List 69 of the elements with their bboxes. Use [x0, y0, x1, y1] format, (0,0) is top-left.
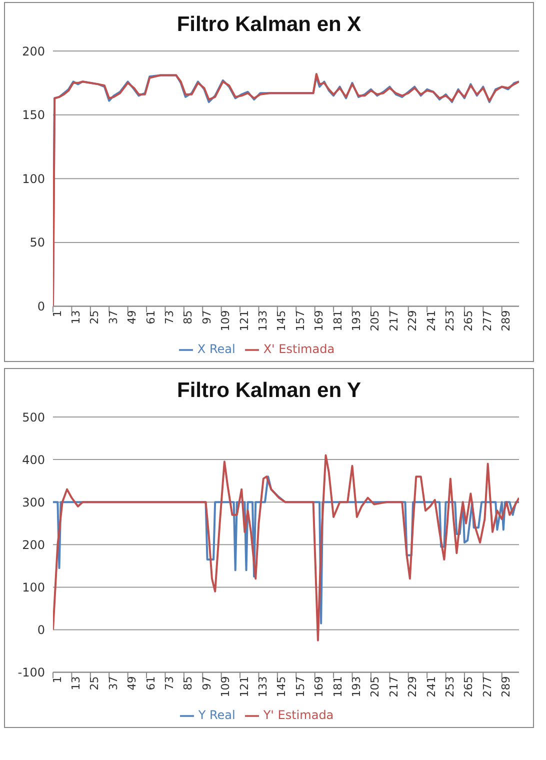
legend-label: X Real — [197, 342, 236, 356]
x-tick-label: 205 — [368, 676, 382, 698]
x-tick-label: 13 — [70, 310, 83, 324]
x-tick-label: 253 — [444, 310, 457, 332]
y-tick-label: -100 — [18, 666, 45, 680]
y-tick-label: 300 — [22, 495, 45, 510]
y-tick-label: 150 — [22, 108, 45, 122]
x-tick-label: 205 — [368, 310, 382, 332]
x-tick-label: 229 — [406, 310, 420, 332]
y-tick-label: 100 — [22, 172, 45, 186]
y-tick-label: 200 — [22, 44, 45, 58]
x-tick-label: 25 — [88, 310, 102, 324]
x-tick-label: 157 — [294, 310, 307, 332]
x-tick-label: 61 — [144, 310, 158, 324]
legend-label: Y Real — [198, 708, 236, 722]
x-tick-label: 289 — [500, 310, 513, 332]
x-tick-label: 217 — [387, 676, 400, 698]
x-tick-label: 181 — [331, 676, 344, 698]
x-tick-label: 25 — [88, 676, 102, 690]
x-tick-label: 1 — [50, 676, 64, 684]
x-tick-label: 13 — [70, 676, 83, 690]
x-tick-label: 37 — [106, 310, 120, 324]
x-tick-label: 121 — [238, 310, 251, 332]
x-tick-label: 157 — [294, 676, 307, 698]
x-tick-label: 277 — [480, 676, 494, 698]
x-tick-label: 169 — [312, 676, 326, 698]
x-tick-label: 229 — [406, 676, 420, 698]
x-tick-label: 61 — [144, 676, 158, 690]
x-tick-label: 241 — [424, 310, 438, 332]
legend-label: X' Estimada — [263, 342, 335, 356]
x-tick-label: 97 — [200, 310, 214, 324]
x-tick-label: 133 — [256, 310, 270, 332]
legend-label: Y' Estimada — [263, 708, 334, 722]
x-tick-label: 49 — [126, 310, 139, 324]
y-tick-label: 50 — [30, 236, 45, 250]
y-tick-label: 100 — [22, 580, 45, 594]
x-tick-label: 109 — [219, 310, 232, 332]
x-tick-label: 73 — [163, 676, 176, 690]
x-tick-label: 145 — [275, 676, 288, 698]
y-tick-label: 500 — [22, 410, 45, 424]
chart-title: Filtro Kalman en Y — [176, 378, 362, 404]
x-tick-label: 37 — [106, 676, 120, 690]
x-tick-label: 49 — [126, 676, 139, 690]
x-tick-label: 289 — [500, 676, 513, 698]
x-tick-label: 73 — [163, 310, 176, 324]
line-series — [53, 454, 519, 642]
x-tick-label: 241 — [424, 676, 438, 698]
x-tick-label: 265 — [462, 310, 476, 332]
x-tick-label: 133 — [256, 676, 270, 698]
x-tick-label: 169 — [312, 310, 326, 332]
x-tick-label: 277 — [480, 310, 494, 332]
y-tick-label: 0 — [37, 300, 45, 314]
x-tick-label: 193 — [350, 676, 364, 698]
y-tick-label: 200 — [22, 538, 45, 552]
x-tick-label: 193 — [350, 310, 364, 332]
x-tick-label: 181 — [331, 310, 344, 332]
x-tick-label: 145 — [275, 310, 288, 332]
x-tick-label: 265 — [462, 676, 476, 698]
y-tick-label: 0 — [37, 622, 45, 637]
x-tick-label: 85 — [182, 310, 195, 324]
x-tick-label: 1 — [50, 310, 64, 318]
chart-title: Filtro Kalman en X — [176, 12, 362, 38]
x-tick-label: 85 — [182, 676, 195, 690]
x-tick-label: 97 — [200, 676, 214, 690]
x-tick-label: 121 — [238, 676, 251, 698]
x-tick-label: 217 — [387, 310, 400, 332]
x-tick-label: 109 — [219, 676, 232, 698]
y-tick-label: 400 — [22, 452, 45, 467]
x-tick-label: 253 — [444, 676, 457, 698]
